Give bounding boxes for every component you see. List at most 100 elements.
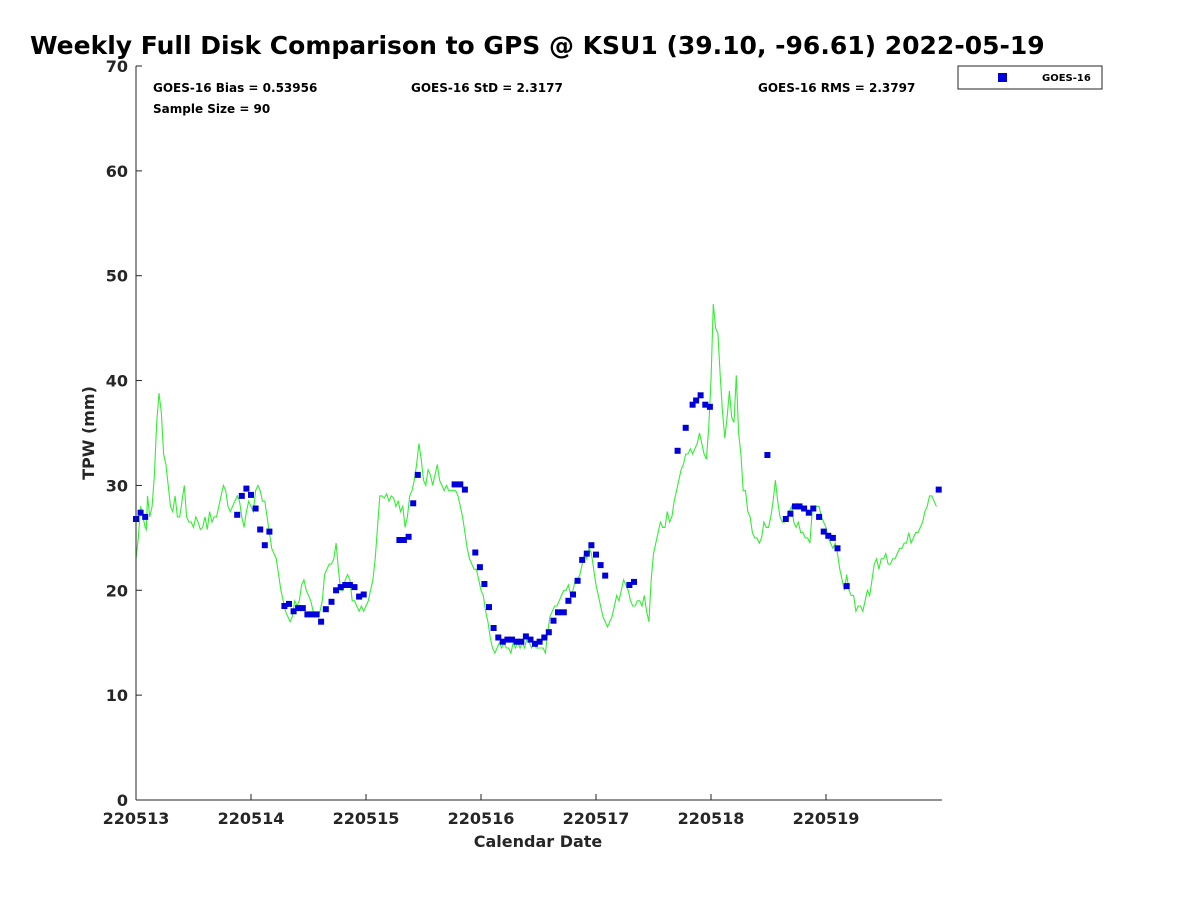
goes16-point [545,629,552,636]
goes16-point [486,604,492,611]
legend: GOES-16 [957,65,1103,90]
goes16-point [570,591,576,598]
goes16-point [513,638,520,645]
x-tick-label: 220514 [218,809,285,828]
goes16-point [579,556,586,563]
goes16-point [346,582,353,588]
goes16-point [631,578,637,585]
goes16-point [299,605,306,612]
goes16-point [560,609,567,616]
y-tick-label: 50 [106,267,128,286]
goes16-point [504,636,511,643]
goes16-point [490,625,497,631]
goes16-point [457,481,464,488]
goes16-point [243,485,250,492]
legend-label-goes16: GOES-16 [1042,73,1091,84]
goes16-point [565,597,572,604]
goes16-point [834,545,841,552]
x-tick-label: 220513 [103,809,170,828]
goes16-point [309,611,315,618]
goes16-point [356,593,363,600]
y-tick-label: 10 [106,686,128,705]
goes16-point [805,509,812,516]
goes16-point [843,583,850,590]
goes16-point [801,505,808,512]
goes16-point [518,638,525,645]
goes16-point [290,608,297,615]
goes16-point [142,513,149,520]
goes16-series-points [133,392,942,647]
goes16-point [597,562,604,569]
goes16-point [536,638,543,645]
goes16-point [532,640,538,647]
goes16-point [360,591,367,598]
goes16-point [674,447,681,454]
y-axis-label: TPW (mm) [79,386,98,480]
goes16-point [257,526,264,533]
goes16-point [626,582,633,588]
goes16-point [337,584,344,591]
goes16-point [322,606,329,613]
x-tick-label: 220517 [563,809,630,828]
legend-marker-goes16 [998,73,1007,82]
goes16-point [137,509,144,516]
goes16-point [318,618,325,625]
goes16-point [541,634,548,641]
goes16-point [396,537,403,543]
goes16-point [787,510,794,517]
y-tick-label: 0 [117,791,128,810]
x-tick-label: 220516 [448,809,515,828]
goes16-point [555,609,561,616]
goes16-point [405,533,412,540]
goes16-point [764,452,771,458]
goes16-point [410,500,417,507]
goes16-point [476,564,483,571]
goes16-point [261,542,268,549]
goes16-point [509,636,515,643]
goes16-point [829,534,836,541]
plot-area [133,303,942,656]
goes16-point [550,617,557,624]
goes16-point [602,572,609,579]
goes16-point [252,505,259,512]
x-axis-label: Calendar Date [474,832,603,851]
goes16-point [451,481,458,488]
goes16-point [820,528,827,535]
goes16-point [697,392,704,399]
goes16-point [238,492,245,499]
y-tick-label: 70 [106,57,128,76]
rms-annotation: GOES-16 RMS = 2.3797 [758,81,915,95]
bias-annotation: GOES-16 Bias = 0.53956 [153,81,317,95]
goes16-point [522,633,529,640]
goes16-point [266,528,273,535]
stats-annotations: GOES-16 Bias = 0.53956 GOES-16 StD = 2.3… [153,81,915,116]
goes16-point [693,397,700,404]
goes16-point [286,600,292,607]
std-annotation: GOES-16 StD = 2.3177 [411,81,563,95]
legend-box [957,65,1103,90]
goes16-point [682,424,689,431]
x-tick-label: 220519 [793,809,860,828]
y-tick-label: 20 [106,581,128,600]
goes16-point [935,486,942,493]
goes16-point [313,611,320,618]
goes16-point [574,577,581,584]
goes16-point [333,587,340,594]
goes16-point [328,598,335,605]
goes16-point [816,513,823,520]
goes16-point [248,491,254,498]
goes16-point [351,584,358,591]
goes16-point [702,401,709,408]
goes16-point [414,471,421,478]
goes16-point [295,605,302,612]
goes16-point [796,503,803,510]
goes16-point [583,550,590,557]
x-ticks: 220513 220514 220515 220516 220517 220518 2205… [103,794,860,828]
x-tick-label: 220518 [678,809,745,828]
goes16-point [281,603,288,609]
goes16-point [593,551,599,558]
goes16-point [461,486,468,493]
chart-title: Weekly Full Disk Comparison to GPS @ KSU… [30,31,1045,60]
goes16-point [810,505,817,512]
